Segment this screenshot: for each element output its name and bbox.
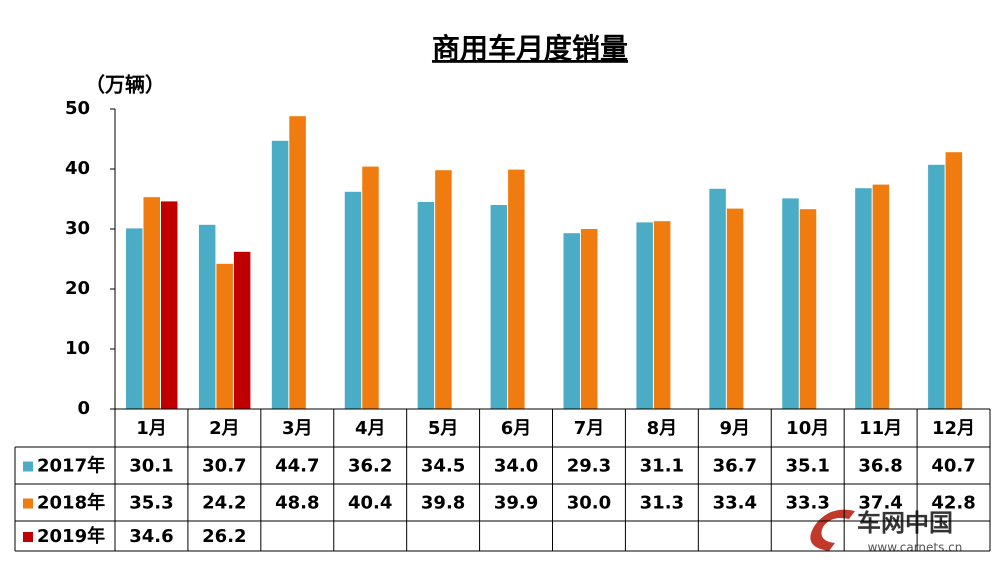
- y-tick-label: 10: [65, 338, 90, 359]
- bar: [508, 169, 525, 409]
- bar: [417, 202, 435, 409]
- table-value: 44.7: [275, 456, 319, 477]
- table-value: 35.3: [129, 493, 173, 514]
- bar: [435, 170, 452, 409]
- bar: [233, 251, 251, 409]
- table-value: 36.2: [348, 456, 392, 477]
- table-value: 40.7: [931, 456, 975, 477]
- bar: [198, 224, 216, 409]
- bar: [653, 221, 671, 409]
- x-tick-label: 10月: [786, 418, 829, 439]
- bar: [581, 229, 598, 409]
- watermark-brand: 车网中国: [857, 509, 953, 537]
- table-value: 31.3: [640, 493, 684, 514]
- bar: [636, 222, 653, 409]
- x-tick-label: 5月: [428, 418, 459, 439]
- watermark-logo: [810, 509, 855, 551]
- bar: [726, 208, 744, 409]
- table-value: 37.4: [858, 493, 902, 514]
- bar: [709, 188, 726, 409]
- legend-label: 2019年: [37, 525, 105, 547]
- table-value: 34.5: [421, 456, 465, 477]
- table-value: 33.3: [785, 493, 829, 514]
- x-tick-label: 12月: [932, 418, 975, 439]
- bar: [872, 184, 890, 409]
- table-value: 48.8: [275, 493, 319, 514]
- x-tick-label: 6月: [501, 418, 532, 439]
- x-tick-label: 3月: [282, 418, 313, 439]
- legend-label: 2017年: [37, 455, 105, 477]
- table-value: 39.9: [494, 493, 538, 514]
- bar: [855, 188, 872, 409]
- table-value: 24.2: [202, 493, 246, 514]
- bar: [143, 197, 160, 409]
- x-tick-label: 8月: [647, 418, 678, 439]
- table-value: 34.0: [494, 456, 538, 477]
- bar: [126, 228, 143, 409]
- table-value: 30.7: [202, 456, 246, 477]
- x-tick-label: 4月: [355, 418, 386, 439]
- x-tick-label: 1月: [136, 418, 167, 439]
- bar: [271, 140, 289, 410]
- y-tick-label: 20: [65, 278, 90, 299]
- bar: [216, 263, 233, 409]
- x-tick-label: 7月: [574, 418, 605, 439]
- bar: [344, 191, 362, 409]
- bar: [289, 116, 306, 409]
- table-value: 30.1: [129, 456, 173, 477]
- table-value: 36.8: [858, 456, 902, 477]
- table-value: 39.8: [421, 493, 465, 514]
- table-value: 26.2: [202, 526, 246, 547]
- bar: [490, 205, 508, 409]
- bar: [945, 152, 963, 409]
- bar: [563, 233, 580, 409]
- legend-label: 2018年: [37, 492, 105, 514]
- legend-swatch: [23, 498, 33, 509]
- bar: [928, 164, 945, 409]
- bar: [161, 201, 178, 409]
- x-tick-label: 2月: [209, 418, 240, 439]
- table-value: 33.4: [713, 493, 757, 514]
- x-tick-label: 11月: [859, 418, 902, 439]
- legend-swatch: [23, 532, 33, 542]
- chart-title: 商用车月度销量: [432, 32, 628, 65]
- table-value: 29.3: [567, 456, 611, 477]
- logo-shape: [810, 509, 855, 551]
- table-value: 35.1: [785, 456, 829, 477]
- table-value: 30.0: [567, 493, 611, 514]
- table-value: 40.4: [348, 493, 392, 514]
- table-value: 34.6: [129, 526, 173, 547]
- y-tick-label: 0: [77, 398, 90, 419]
- bar: [782, 198, 799, 409]
- table-value: 31.1: [640, 456, 684, 477]
- table-value: 36.7: [713, 456, 757, 477]
- legend-swatch: [23, 461, 33, 472]
- watermark-url: www.carnets.cn: [868, 541, 963, 555]
- y-tick-label: 50: [65, 98, 90, 119]
- bar: [799, 209, 817, 409]
- y-axis-label: （万辆）: [85, 73, 165, 97]
- y-tick-label: 30: [65, 218, 90, 239]
- bar: [362, 166, 379, 409]
- table-value: 42.8: [931, 493, 975, 514]
- x-tick-label: 9月: [720, 418, 751, 439]
- y-tick-label: 40: [65, 158, 90, 179]
